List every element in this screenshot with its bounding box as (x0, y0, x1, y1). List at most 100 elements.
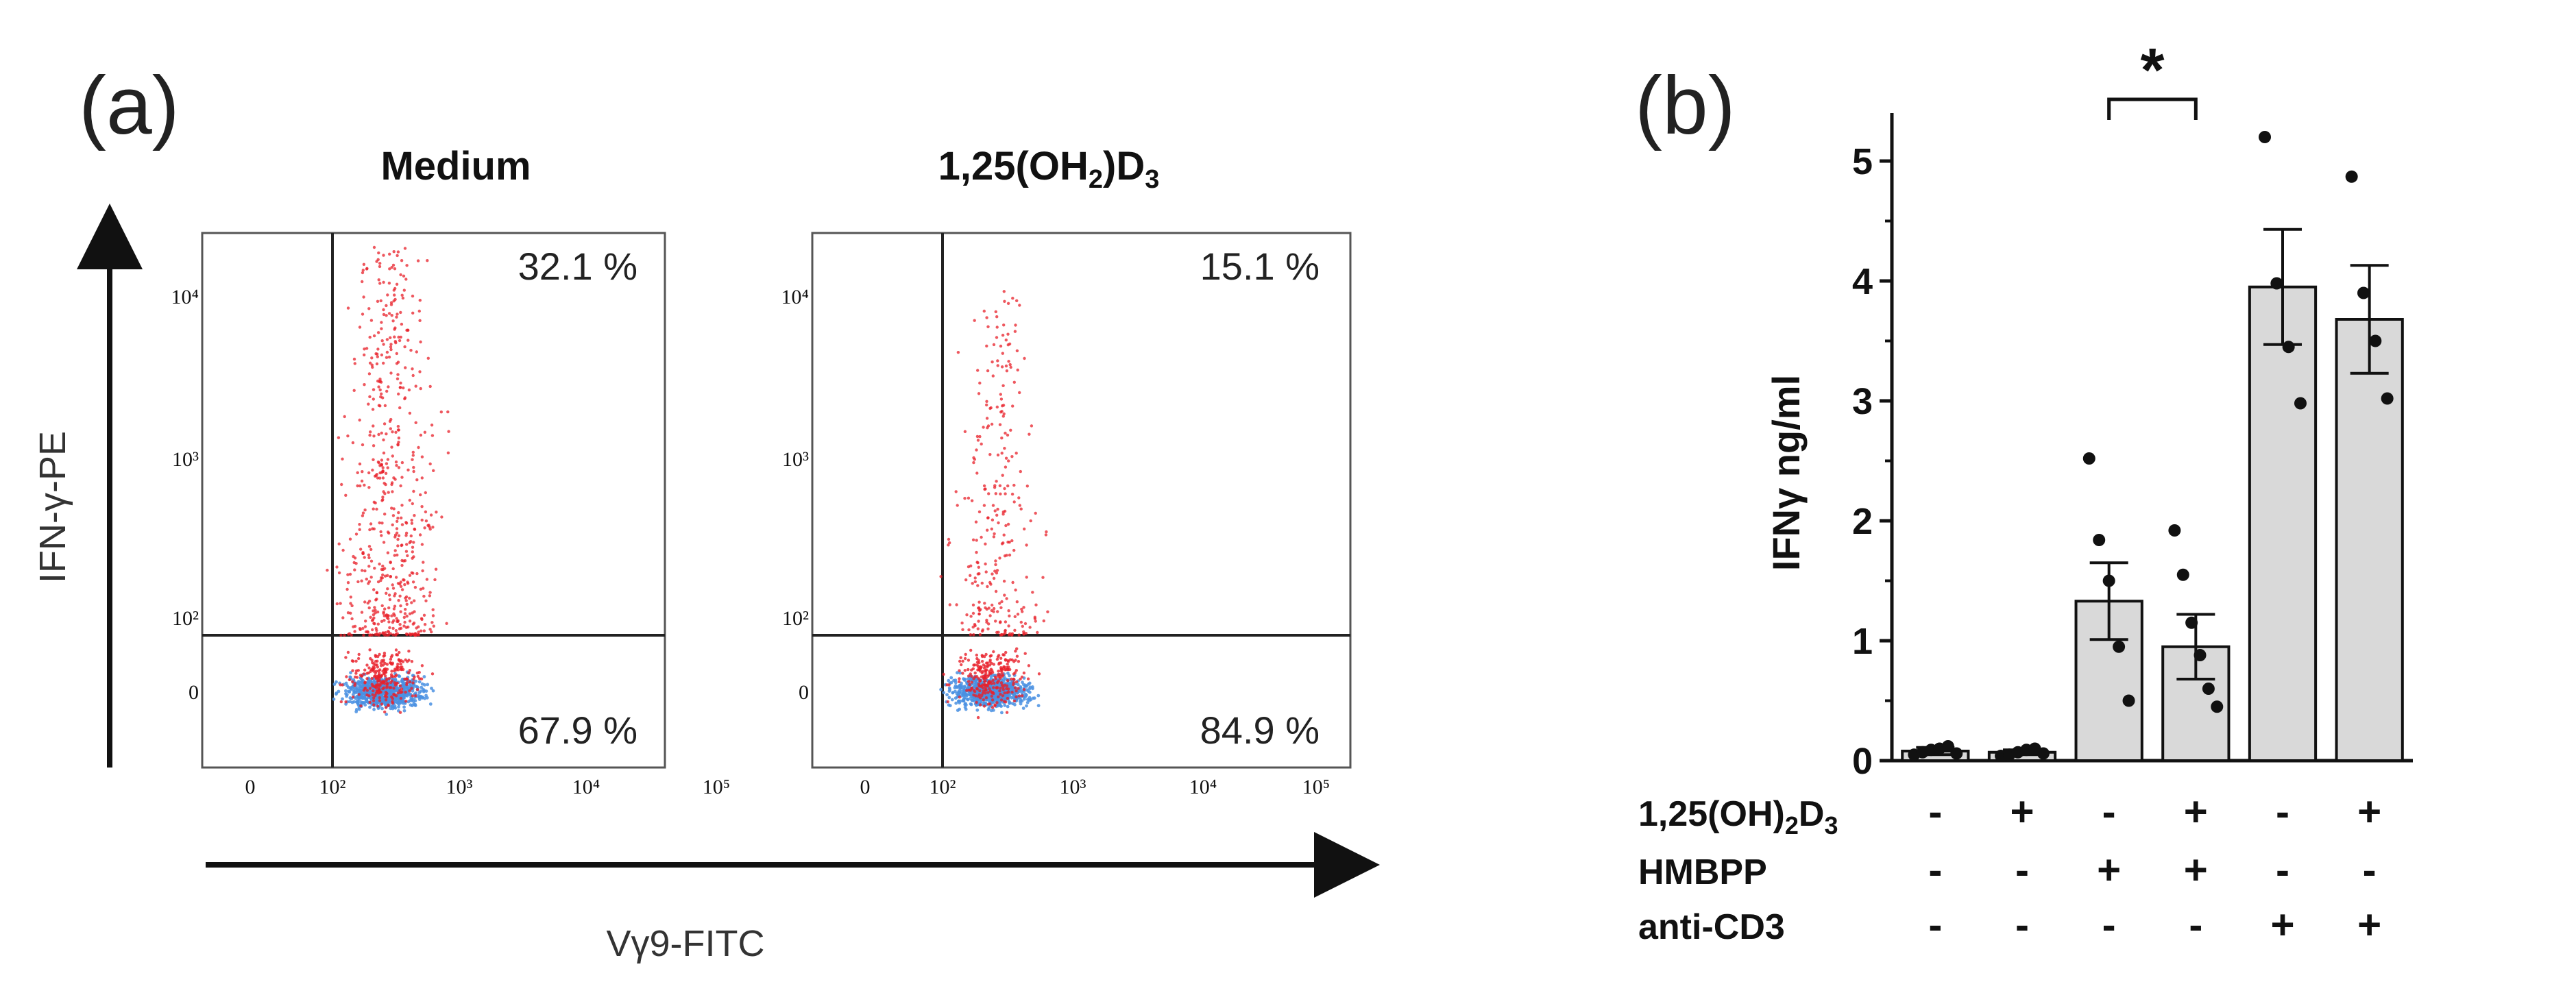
cell-dot (1045, 530, 1048, 534)
cell-dot (985, 344, 988, 348)
cell-dot (405, 615, 409, 618)
cell-dot (387, 312, 391, 315)
cell-dot (1000, 600, 1004, 604)
x-tick: 0 (245, 776, 256, 798)
cell-dot (384, 698, 388, 702)
data-point (2211, 700, 2224, 713)
cell-dot (389, 345, 393, 349)
cell-dot (989, 582, 993, 586)
cell-dot (354, 710, 359, 713)
cell-dot (385, 304, 388, 308)
cell-dot (361, 514, 365, 517)
cell-dot (974, 520, 978, 524)
cell-dot (1034, 619, 1037, 623)
cell-dot (957, 689, 961, 693)
cell-dot (396, 250, 400, 254)
cell-dot (1005, 369, 1009, 373)
x-tick: 10⁵ (1302, 776, 1330, 798)
plot-frame (201, 232, 666, 769)
cell-dot (374, 693, 377, 698)
cell-dot (389, 657, 393, 661)
cell-dot (947, 696, 951, 700)
cell-dot (976, 584, 980, 587)
cell-dot (1004, 364, 1008, 368)
cell-dot (1019, 507, 1023, 511)
cell-dot (995, 513, 999, 517)
cell-dot (389, 303, 393, 306)
cell-dot (363, 383, 366, 386)
upper-right-percent: 32.1 % (518, 245, 637, 288)
cell-dot (356, 656, 361, 661)
cell-dot (343, 415, 346, 419)
cell-dot (1000, 437, 1004, 440)
cell-dot (970, 674, 973, 678)
condition-sign: - (2102, 789, 2116, 835)
cell-dot (397, 534, 401, 537)
cell-dot (391, 626, 395, 630)
cell-dot (367, 565, 371, 568)
cell-dot (431, 608, 435, 611)
cell-dot (403, 345, 406, 349)
cell-dot (383, 661, 387, 665)
cell-dot (401, 684, 405, 688)
cell-dot (423, 683, 426, 687)
cell-dot (378, 265, 382, 269)
cell-dot (987, 680, 991, 685)
cell-dot (978, 633, 982, 637)
cell-dot (991, 706, 995, 709)
cell-dot (372, 444, 376, 447)
cell-dot (348, 537, 352, 541)
cell-dot (366, 601, 369, 605)
cell-dot (410, 521, 414, 525)
cell-dot (412, 465, 415, 469)
cell-dot (385, 350, 389, 354)
cell-dot (384, 471, 388, 475)
cell-dot (1012, 699, 1017, 702)
cell-dot (977, 565, 981, 569)
cell-dot (1021, 610, 1024, 613)
cell-dot (988, 702, 992, 706)
cell-dot (346, 573, 350, 576)
cell-dot (431, 614, 435, 617)
cell-dot (392, 607, 396, 611)
cell-dot (963, 656, 967, 661)
cell-dot (367, 553, 371, 556)
cell-dot (378, 562, 381, 566)
cell-dot (396, 443, 400, 446)
cell-dot (371, 468, 374, 472)
cell-dot (396, 701, 400, 705)
cell-dot (1009, 428, 1012, 432)
cell-dot (977, 600, 981, 604)
cell-dot (430, 672, 435, 676)
cell-dot (1025, 693, 1028, 697)
cell-dot (411, 502, 414, 506)
cell-dot (1005, 597, 1008, 600)
cell-dot (398, 627, 402, 630)
cell-dot (335, 565, 339, 569)
cell-dot (1004, 431, 1007, 435)
cell-dot (420, 505, 424, 508)
cell-dot (399, 381, 402, 385)
cell-dot (363, 696, 366, 699)
cell-dot (350, 604, 354, 608)
cell-dot (392, 250, 396, 254)
cell-dot (960, 681, 963, 685)
data-point (2259, 131, 2272, 143)
cell-dot (385, 389, 389, 393)
cell-dot (413, 702, 417, 707)
cell-dot (1004, 492, 1007, 495)
cell-dot (379, 664, 383, 667)
cell-dot (964, 652, 967, 656)
cell-dot (363, 687, 367, 690)
cell-dot (393, 297, 397, 302)
cell-dot (428, 594, 432, 598)
cell-dot (1006, 433, 1010, 437)
condition-label: 1,25(OH)2D3 (1638, 794, 1838, 839)
cell-dot (337, 436, 341, 439)
cell-dot (420, 629, 423, 633)
cell-dot (1000, 711, 1004, 715)
cell-dot (993, 682, 996, 685)
cell-dot (993, 532, 996, 536)
cell-dot (991, 518, 995, 521)
cell-dot (998, 602, 1001, 605)
